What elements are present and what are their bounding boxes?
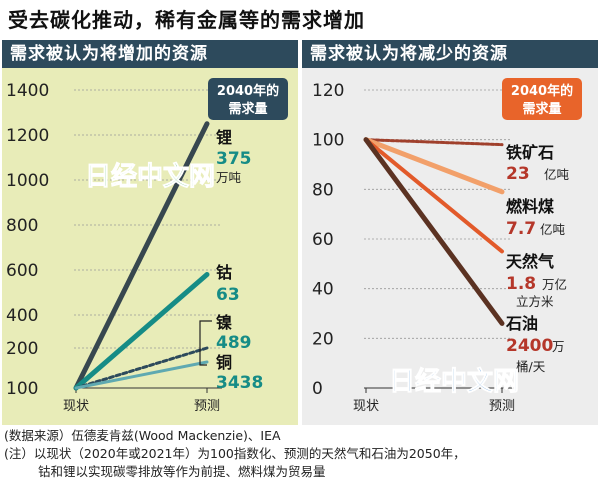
series-line-3 xyxy=(363,137,505,326)
x-tick-label: 预测 xyxy=(194,399,220,414)
y-tick-label: 20 xyxy=(312,329,334,349)
y-tick-label: 1400 xyxy=(6,81,49,101)
demand-2040-badge: 2040年的 需求量 xyxy=(502,78,582,120)
y-tick-label: 400 xyxy=(6,306,38,326)
series-name-label: 石油 xyxy=(505,314,538,333)
series-value-label: 3438 xyxy=(216,373,263,393)
series-unit-label: 桶/天 xyxy=(516,359,546,374)
y-tick-label: 80 xyxy=(312,180,334,200)
increase-panel-title: 需求被认为将增加的资源 xyxy=(2,40,298,68)
note-line-2: 钴和锂以实现碳零排放等作为前提、燃料煤为贸易量 xyxy=(38,464,326,479)
x-tick-label: 现状 xyxy=(63,399,89,414)
decrease-panel-title: 需求被认为将减少的资源 xyxy=(302,40,598,68)
demand-2040-badge: 2040年的 需求量 xyxy=(208,78,288,120)
badge-line-2: 需求量 xyxy=(228,101,267,117)
y-tick-label: 200 xyxy=(6,339,38,359)
y-tick-label: 120 xyxy=(312,81,344,101)
decrease-panel: 需求被认为将减少的资源 0 20 40 60 80 100 120 现状 预测 2040年的 … xyxy=(302,40,598,425)
watermark: 日经中文网 xyxy=(85,161,215,192)
series-name-label: 镍 xyxy=(216,313,232,332)
series-unit-label: 万 xyxy=(552,339,565,354)
series-unit-label: 亿吨 xyxy=(540,222,566,237)
increase-chart: 100 200 400 600 800 1000 1200 1400 现状 预测 2040年的 … xyxy=(6,78,288,414)
badge-line-2: 需求量 xyxy=(522,101,561,117)
series-value-label: 489 xyxy=(216,333,252,353)
series-line-0 xyxy=(73,121,210,391)
series-name-label: 铁矿石 xyxy=(506,143,554,162)
y-tick-label: 0 xyxy=(312,379,323,399)
footnotes: (数据来源）伍德麦肯兹(Wood Mackenzie)、IEA (注）以现状（2… xyxy=(4,427,466,481)
nickel-callout xyxy=(199,320,212,366)
series-value-label: 375 xyxy=(216,149,252,169)
series-line-2 xyxy=(364,137,504,254)
series-line-3 xyxy=(74,360,209,390)
series-value-label: 63 xyxy=(216,285,240,305)
y-tick-label: 1200 xyxy=(6,126,49,146)
series-unit-label: 万亿 xyxy=(542,277,567,292)
series-value-label: 7.7 xyxy=(506,219,536,239)
watermark: 日经中文网 xyxy=(389,366,519,397)
series-name-label: 锂 xyxy=(216,128,232,147)
series-value-label: 23 xyxy=(506,164,530,184)
y-tick-label: 60 xyxy=(312,230,334,250)
series-name-label: 燃料煤 xyxy=(506,197,554,216)
y-tick-label: 40 xyxy=(312,280,334,300)
series-line-2 xyxy=(74,346,209,390)
y-tick-label: 100 xyxy=(312,131,344,151)
series-line-1 xyxy=(363,137,505,195)
series-unit-label: 亿吨 xyxy=(544,167,570,182)
y-tick-label: 100 xyxy=(6,379,38,399)
series-name-label: 铜 xyxy=(216,353,232,372)
series-unit-label: 万吨 xyxy=(216,170,242,185)
y-tick-label: 800 xyxy=(6,216,38,236)
page-title: 受去碳化推动，稀有金属等的需求增加 xyxy=(8,8,365,32)
x-tick-label: 预测 xyxy=(489,399,515,414)
series-line-1 xyxy=(73,272,210,391)
source-note: (数据来源）伍德麦肯兹(Wood Mackenzie)、IEA xyxy=(4,428,281,443)
increase-panel: 需求被认为将增加的资源 100 200 400 600 800 1000 1200 1400 … xyxy=(2,40,298,425)
y-tick-label: 600 xyxy=(6,261,38,281)
x-tick-label: 现状 xyxy=(353,399,379,414)
series-name-label: 天然气 xyxy=(506,252,554,271)
badge-line-1: 2040年的 xyxy=(217,83,279,99)
y-tick-label: 1000 xyxy=(6,171,49,191)
badge-line-1: 2040年的 xyxy=(511,83,573,99)
series-value-label: 2400 xyxy=(506,336,553,356)
series-line-0 xyxy=(364,138,504,147)
series-value-label: 1.8 xyxy=(506,274,536,294)
series-unit-label: 立方米 xyxy=(516,294,554,309)
note-line-1: (注）以现状（2020年或2021年）为100指数化、预测的天然气和石油为205… xyxy=(4,446,466,461)
series-name-label: 钴 xyxy=(216,263,232,282)
